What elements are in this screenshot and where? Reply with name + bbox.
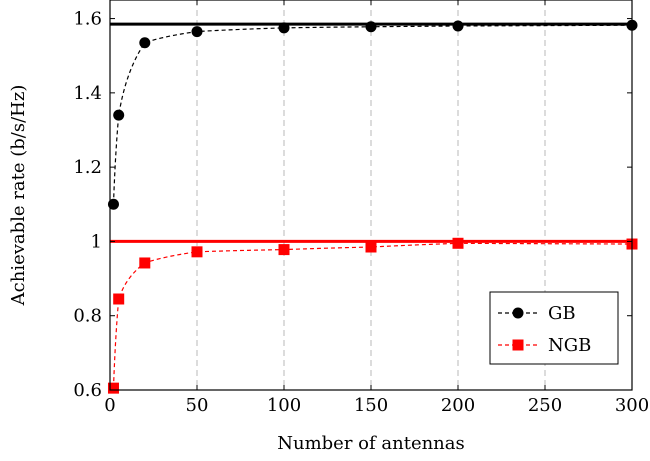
ticks — [109, 0, 633, 391]
x-tick-label: 200 — [441, 395, 475, 416]
legend-marker-gb — [512, 307, 524, 319]
data-point-ngb — [365, 241, 377, 253]
data-point-gb — [452, 20, 464, 32]
legend-label-gb: GB — [548, 303, 576, 324]
data-point-ngb — [113, 293, 125, 305]
data-point-gb — [113, 109, 125, 121]
y-tick-label: 0.6 — [73, 380, 102, 401]
data-point-gb — [365, 21, 377, 33]
y-tick-label: 1.2 — [73, 157, 102, 178]
y-tick-label: 1 — [91, 231, 102, 252]
legend-label-ngb: NGB — [548, 335, 591, 356]
x-tick-label: 0 — [104, 395, 115, 416]
y-tick-label: 0.8 — [73, 306, 102, 327]
data-point-gb — [191, 26, 203, 38]
series-line-ngb — [112, 242, 633, 389]
data-point-ngb — [107, 382, 119, 394]
x-tick-label: 150 — [354, 395, 388, 416]
series-markers — [107, 19, 638, 394]
grid — [196, 0, 546, 390]
legend-marker-ngb — [512, 339, 524, 351]
y-tick-label: 1.6 — [73, 9, 102, 30]
data-point-ngb — [452, 237, 464, 249]
x-axis-label: Number of antennas — [277, 433, 465, 454]
legend-box — [489, 291, 619, 365]
data-point-gb — [278, 22, 290, 34]
data-point-ngb — [191, 246, 203, 258]
series-line-gb — [112, 24, 633, 205]
data-point-ngb — [278, 244, 290, 256]
tick-labels: 0 50 100 150 200 250 300 0.6 0.8 1 1.2 1.4 1.6 — [73, 9, 649, 416]
x-tick-label: 50 — [186, 395, 209, 416]
data-point-ngb — [139, 257, 151, 269]
x-tick-label: 250 — [528, 395, 562, 416]
series-lines — [112, 24, 633, 389]
y-tick-label: 1.4 — [73, 83, 102, 104]
data-point-gb — [107, 198, 119, 210]
data-point-gb — [139, 37, 151, 49]
x-tick-label: 300 — [615, 395, 649, 416]
legend: GB NGB — [489, 291, 619, 365]
y-axis-label: Achievable rate (b/s/Hz) — [8, 85, 29, 307]
x-tick-label: 100 — [267, 395, 301, 416]
